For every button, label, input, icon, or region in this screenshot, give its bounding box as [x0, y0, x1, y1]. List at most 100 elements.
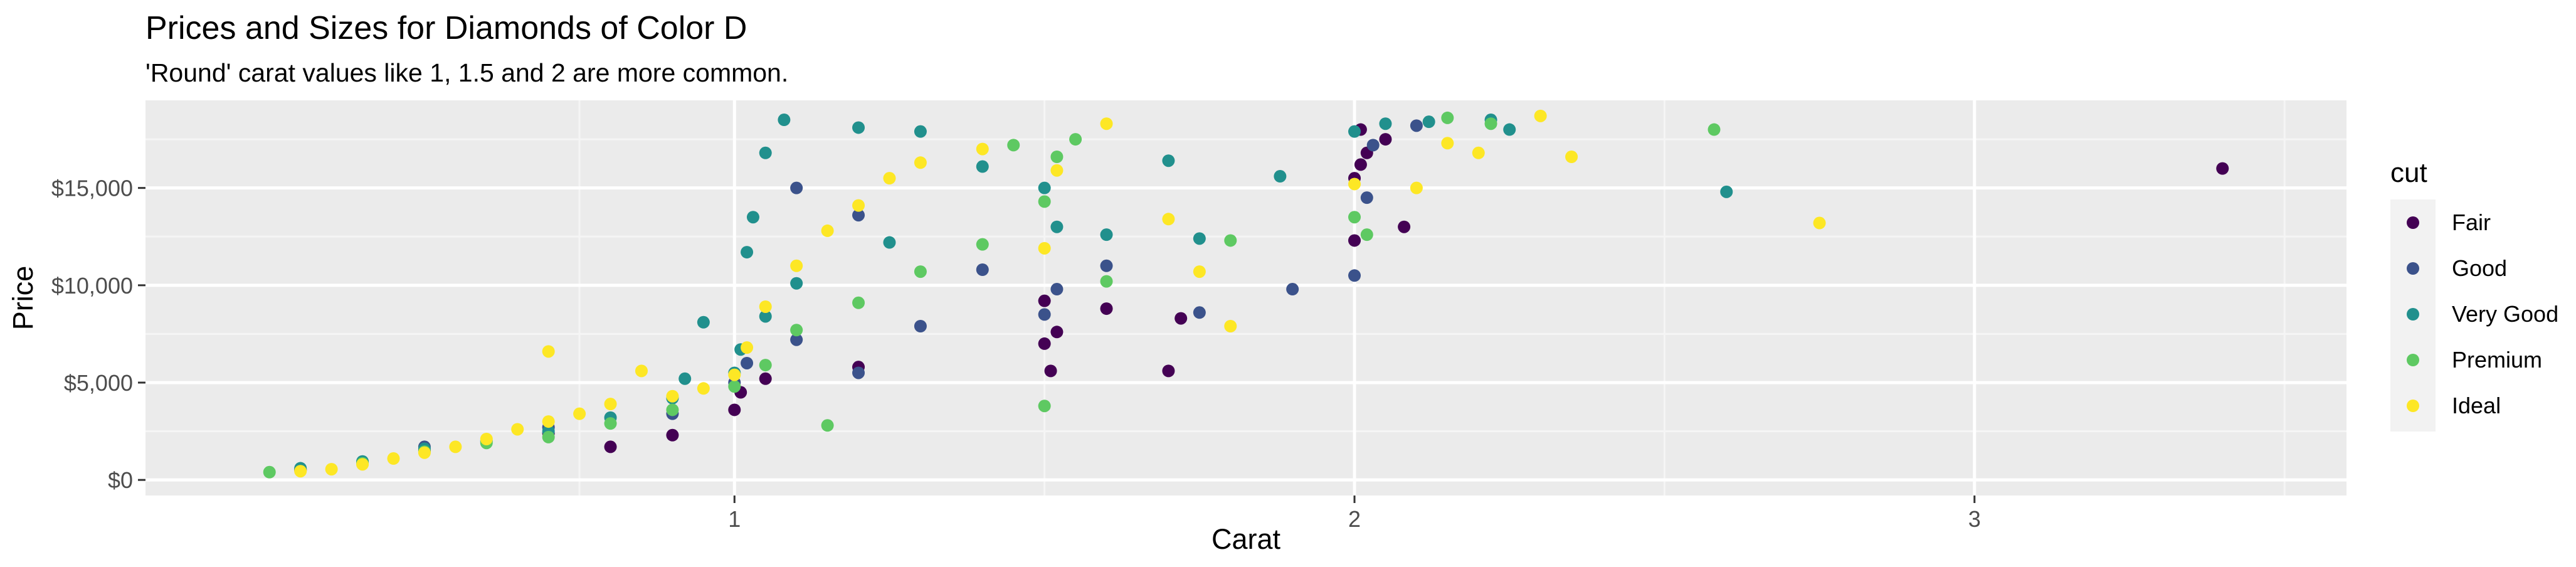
data-point-very-good	[746, 211, 759, 224]
data-point-premium	[1069, 133, 1082, 146]
data-point-premium	[263, 465, 276, 479]
data-point-very-good	[914, 125, 927, 138]
data-point-good	[852, 209, 865, 222]
data-point-fair	[604, 440, 617, 453]
data-point-premium	[542, 430, 555, 443]
legend-label: Fair	[2452, 209, 2491, 235]
data-point-fair	[1038, 294, 1051, 307]
data-point-ideal	[1100, 117, 1113, 130]
y-tick-label: $15,000	[51, 176, 133, 201]
legend-label: Good	[2452, 255, 2507, 281]
data-point-ideal	[1410, 181, 1423, 194]
data-point-premium	[604, 417, 617, 430]
data-point-ideal	[1441, 137, 1454, 150]
data-point-premium	[759, 359, 772, 372]
data-point-ideal	[1193, 265, 1206, 278]
data-point-good	[1348, 269, 1361, 282]
data-point-very-good	[1348, 125, 1361, 138]
data-point-premium	[1360, 228, 1373, 241]
data-point-good	[852, 366, 865, 379]
data-point-very-good	[1422, 115, 1435, 129]
data-points	[263, 109, 2229, 479]
data-point-ideal	[449, 440, 462, 453]
data-point-fair	[728, 403, 741, 416]
data-point-very-good	[778, 114, 791, 127]
chart-subtitle: 'Round' carat values like 1, 1.5 and 2 a…	[145, 58, 788, 87]
data-point-fair	[1379, 133, 1392, 146]
data-point-premium	[1484, 117, 1497, 130]
data-point-good	[1366, 139, 1380, 152]
data-point-ideal	[883, 172, 896, 185]
data-point-fair	[1100, 302, 1113, 315]
data-point-good	[790, 181, 803, 194]
legend-key-fair	[2407, 216, 2419, 229]
legend-key-ideal	[2407, 400, 2419, 412]
data-point-ideal	[1813, 216, 1826, 230]
data-point-premium	[852, 296, 865, 309]
data-point-fair	[759, 372, 772, 385]
x-tick-label: 2	[1348, 506, 1361, 532]
data-point-ideal	[728, 368, 741, 381]
plot-panel	[145, 100, 2346, 495]
data-point-fair	[1398, 220, 1411, 233]
legend-items: Fair Good Very Good Premium Ideal	[2407, 209, 2558, 418]
data-point-ideal	[1534, 109, 1547, 122]
data-point-premium	[976, 238, 989, 251]
data-point-premium	[1038, 400, 1051, 413]
data-point-very-good	[697, 315, 710, 329]
data-point-ideal	[697, 382, 710, 395]
data-point-very-good	[790, 277, 803, 290]
legend-key-very-good	[2407, 308, 2419, 321]
data-point-ideal	[1050, 164, 1064, 177]
grid-lines	[145, 100, 2346, 495]
data-point-very-good	[852, 121, 865, 134]
data-point-very-good	[1100, 228, 1113, 241]
y-tick-label: $0	[108, 467, 133, 493]
data-point-ideal	[294, 465, 307, 478]
legend-title: cut	[2390, 157, 2427, 188]
data-point-good	[1193, 306, 1206, 319]
data-point-ideal	[1038, 241, 1051, 255]
legend-key-good	[2407, 262, 2419, 275]
legend-label: Premium	[2452, 347, 2542, 373]
y-axis-title: Price	[7, 266, 39, 331]
data-point-good	[1050, 283, 1064, 296]
data-point-good	[741, 356, 754, 369]
data-point-ideal	[418, 446, 431, 459]
data-point-very-good	[678, 372, 692, 385]
data-point-very-good	[1050, 220, 1064, 233]
data-point-very-good	[1038, 181, 1051, 194]
data-point-ideal	[1348, 178, 1361, 191]
data-point-ideal	[635, 364, 648, 378]
data-point-ideal	[759, 300, 772, 313]
chart-title: Prices and Sizes for Diamonds of Color D	[145, 10, 747, 46]
data-point-very-good	[1193, 232, 1206, 245]
data-point-ideal	[356, 458, 369, 471]
legend: cut Fair Good Very Good Premium Ideal	[2390, 157, 2558, 432]
legend-key-premium	[2407, 354, 2419, 366]
data-point-good	[790, 333, 803, 346]
data-point-good	[1038, 308, 1051, 321]
data-point-ideal	[387, 452, 400, 465]
data-point-ideal	[852, 199, 865, 212]
legend-label: Ideal	[2452, 393, 2501, 418]
data-point-premium	[1708, 123, 1721, 136]
data-point-ideal	[604, 398, 617, 411]
data-point-ideal	[1472, 146, 1485, 159]
data-point-premium	[1038, 195, 1051, 208]
data-point-very-good	[741, 246, 754, 259]
data-point-ideal	[976, 142, 989, 156]
data-point-good	[976, 263, 989, 276]
y-tick-label: $5,000	[64, 370, 133, 396]
data-point-good	[1360, 191, 1373, 204]
data-point-very-good	[1720, 185, 1733, 198]
data-point-good	[1410, 119, 1423, 132]
data-point-very-good	[759, 310, 772, 323]
data-point-ideal	[1565, 151, 1578, 163]
data-point-ideal	[573, 407, 586, 420]
y-axis: $0 $5,000 $10,000 $15,000	[51, 176, 145, 493]
data-point-premium	[790, 324, 803, 337]
data-point-premium	[1224, 234, 1237, 247]
